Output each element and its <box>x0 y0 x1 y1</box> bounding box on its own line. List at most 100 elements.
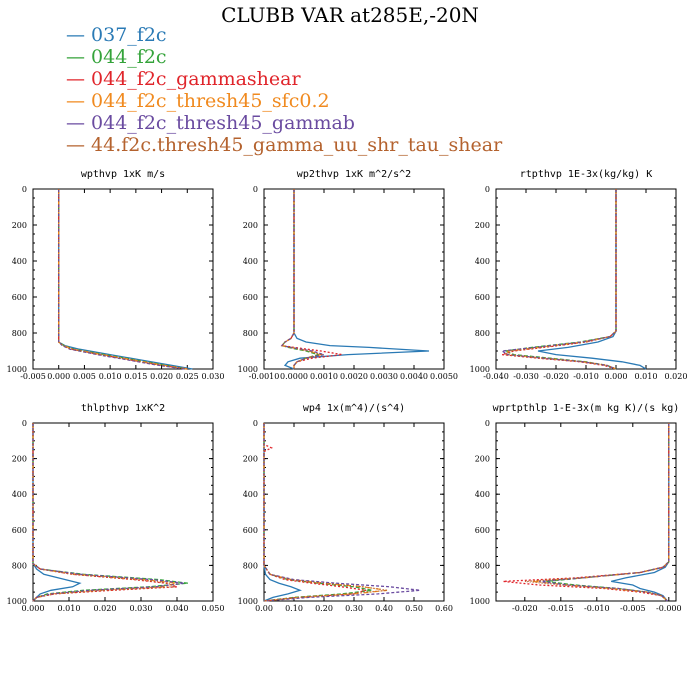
y-tick-label: 200 <box>12 455 27 464</box>
y-tick-label: 400 <box>475 257 490 266</box>
series-line <box>263 423 367 602</box>
series-line <box>502 189 617 370</box>
x-tick-label: -0.005 <box>620 604 646 613</box>
x-tick-label: 0.040 <box>166 604 189 613</box>
y-tick-label: 800 <box>12 329 27 338</box>
y-tick-label: 600 <box>475 293 490 302</box>
x-tick-label: 0.10 <box>285 604 303 613</box>
series-line <box>263 423 373 602</box>
y-tick-label: 1000 <box>7 597 27 606</box>
x-tick-label: 0.030 <box>202 372 225 381</box>
x-tick-label: 0.0000 <box>280 372 308 381</box>
legend-label: 044_f2c_thresh45_sfc0.2 <box>91 90 330 112</box>
panel-title: wp4 1x(m^4)/(s^4) <box>303 403 405 414</box>
y-tick-label: 800 <box>475 329 490 338</box>
x-tick-label: 0.00 <box>255 604 273 613</box>
series-line <box>32 423 178 602</box>
x-tick-label: -0.020 <box>512 604 538 613</box>
legend-line-marker: — <box>66 134 85 156</box>
y-tick-label: 600 <box>12 293 27 302</box>
y-tick-label: 200 <box>12 221 27 230</box>
series-line <box>537 189 647 370</box>
y-tick-label: 200 <box>243 221 258 230</box>
x-tick-label: 0.000 <box>47 372 70 381</box>
series-line <box>58 189 188 370</box>
x-tick-label: 0.020 <box>665 372 688 381</box>
x-tick-label: 0.025 <box>176 372 199 381</box>
x-tick-label: 0.020 <box>94 604 117 613</box>
x-tick-label: 0.020 <box>150 372 173 381</box>
y-tick-label: 0 <box>253 419 258 428</box>
legend-item: — 044_f2c <box>66 46 502 68</box>
series-line <box>32 423 175 602</box>
y-tick-label: 1000 <box>238 365 258 374</box>
series-line <box>263 423 388 602</box>
x-tick-label: -0.0010 <box>249 372 280 381</box>
x-tick-label: 0.050 <box>202 604 225 613</box>
legend-label: 044_f2c <box>91 46 167 68</box>
series-line <box>280 189 321 369</box>
y-tick-label: 800 <box>243 329 258 338</box>
y-tick-label: 200 <box>475 455 490 464</box>
y-tick-label: 600 <box>475 526 490 535</box>
legend-line-marker: — <box>66 46 85 68</box>
legend-line-marker: — <box>66 90 85 112</box>
panel-title: wp2thvp 1xK m^2/s^2 <box>297 169 411 180</box>
panel: rtpthvp 1E-3x(kg/kg) K02004006008001000-… <box>470 169 688 381</box>
x-tick-label: 0.50 <box>405 604 423 613</box>
x-tick-label: 0.010 <box>99 372 122 381</box>
y-tick-label: 1000 <box>7 365 27 374</box>
legend-item: — 044_f2c_thresh45_sfc0.2 <box>66 90 502 112</box>
panel-frame <box>32 188 214 370</box>
series-line <box>546 423 670 602</box>
y-tick-label: 0 <box>22 419 27 428</box>
figure-title: CLUBB VAR at285E,-20N <box>221 3 479 27</box>
series-line <box>503 423 670 602</box>
series-line <box>280 189 325 369</box>
x-tick-label: 0.0010 <box>310 372 338 381</box>
x-tick-label: 0.0020 <box>340 372 368 381</box>
series-line <box>32 423 178 602</box>
series-line <box>32 423 188 602</box>
x-tick-label: -0.015 <box>548 604 574 613</box>
y-tick-label: 400 <box>475 490 490 499</box>
y-tick-label: 200 <box>243 455 258 464</box>
x-tick-label: 0.015 <box>124 372 147 381</box>
x-tick-label: -0.010 <box>584 604 610 613</box>
series-line <box>263 423 388 602</box>
y-tick-label: 400 <box>243 490 258 499</box>
x-tick-label: 0.000 <box>22 604 45 613</box>
legend: — 037_f2c — 044_f2c — 044_f2c_gammashear… <box>66 24 502 156</box>
series-line <box>280 189 324 369</box>
y-tick-label: 0 <box>485 419 490 428</box>
panel-frame <box>263 188 445 370</box>
y-tick-label: 0 <box>22 185 27 194</box>
x-tick-label: 0.0050 <box>430 372 458 381</box>
x-tick-label: 0.000 <box>605 372 628 381</box>
y-tick-label: 400 <box>12 257 27 266</box>
series-line <box>58 189 185 370</box>
panel-frame <box>32 422 214 602</box>
x-tick-label: -0.010 <box>573 372 599 381</box>
legend-item: — 44.f2c.thresh45_gamma_uu_shr_tau_shear <box>66 134 502 156</box>
x-tick-label: 0.60 <box>435 604 453 613</box>
y-tick-label: 800 <box>475 561 490 570</box>
legend-label: 44.f2c.thresh45_gamma_uu_shr_tau_shear <box>91 134 503 156</box>
series-line <box>58 189 188 370</box>
x-tick-label: 0.30 <box>345 604 363 613</box>
series-line <box>58 189 193 370</box>
series-line <box>263 423 421 602</box>
x-tick-label: -0.000 <box>656 604 682 613</box>
y-tick-label: 600 <box>243 526 258 535</box>
legend-item: — 044_f2c_gammashear <box>66 68 502 90</box>
y-tick-label: 800 <box>12 561 27 570</box>
series-line <box>507 189 617 370</box>
panel-title: thlpthvp 1xK^2 <box>81 403 165 414</box>
y-tick-label: 200 <box>475 221 490 230</box>
legend-line-marker: — <box>66 112 85 134</box>
series-line <box>58 189 188 370</box>
series-line <box>58 189 188 370</box>
x-tick-label: -0.005 <box>20 372 46 381</box>
